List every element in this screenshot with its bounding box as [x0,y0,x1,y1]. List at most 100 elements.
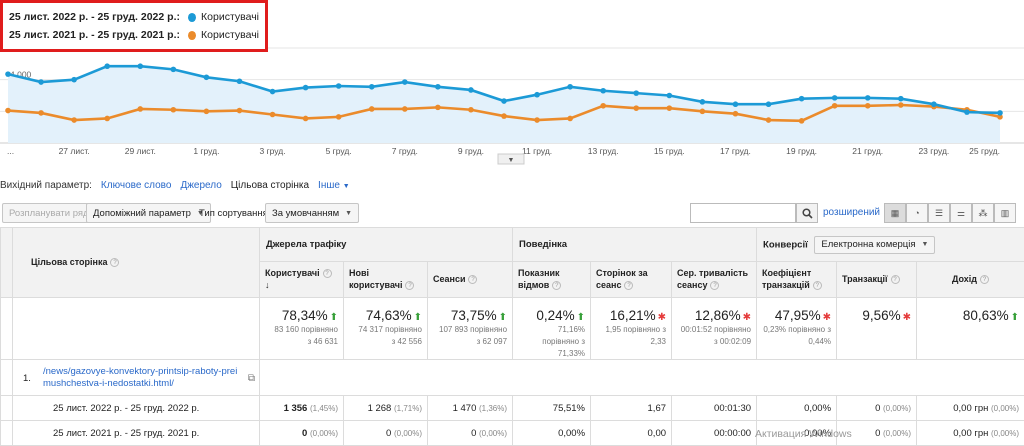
col-transaction-rate[interactable]: Коефіцієнт транзакцій? [757,262,837,298]
x-tick-label: 1 груд. [193,146,219,156]
arrow-up-icon: ⬆ [499,312,507,323]
previous-series-point [137,106,143,112]
current-series-point [799,96,805,102]
help-icon: ? [980,275,989,284]
arrow-down-icon: ✱ [903,312,911,323]
x-tick-label: 17 груд. [720,146,751,156]
col-avg-session-duration[interactable]: Сер. тривалість сеансу? [672,262,757,298]
current-series-point [567,84,573,90]
x-tick-label: 11 груд. [522,146,552,156]
tab-source[interactable]: Джерело [180,180,221,191]
performance-view-icon[interactable]: ☰ [928,203,950,223]
current-series-point [733,101,739,107]
table-search-input[interactable] [690,203,796,223]
x-tick-label: 13 груд. [588,146,619,156]
landing-page-header[interactable]: Цільова сторінка? [13,228,260,298]
legend-row-current: 25 лист. 2022 р. - 25 груд. 2022 р.: Кор… [9,8,259,26]
sort-type-dropdown[interactable]: За умовчанням▼ [265,203,359,223]
current-series-point [336,83,342,89]
x-tick-label: 3 груд. [259,146,285,156]
col-users[interactable]: Користувачі? ↓ [260,262,344,298]
tab-keyword[interactable]: Ключове слово [101,180,172,191]
landing-page-link[interactable]: /news/gazovye-konvektory-printsip-raboty… [43,366,243,390]
chevron-down-icon: ▼ [345,210,352,217]
current-series-point [104,63,110,69]
comparison-view-icon[interactable]: ⚌ [950,203,972,223]
previous-series-point [898,102,904,108]
sort-type-label: Тип сортування: [199,208,270,219]
current-series-point [501,98,507,104]
advanced-filter-link[interactable]: розширений [823,207,880,218]
pivot-view-icon[interactable]: ▥ [994,203,1016,223]
arrow-up-icon: ⬆ [414,312,422,323]
help-icon: ? [552,281,561,290]
table-view-icon[interactable]: ▦ [884,203,906,223]
col-sessions[interactable]: Сеанси? [428,262,513,298]
table-row-page: 1. /news/gazovye-konvektory-printsip-rab… [1,360,1024,396]
arrow-down-icon: ✱ [743,312,751,323]
help-icon: ? [405,281,414,290]
search-button[interactable] [796,203,818,223]
current-series-point [766,101,772,107]
chevron-down-icon: ▼ [508,157,515,164]
previous-series-point [667,105,673,111]
current-series-point [137,63,143,69]
conversion-type-dropdown[interactable]: Електронна комерція▼ [814,236,935,254]
arrow-up-icon: ⬆ [577,312,585,323]
arrow-down-icon: ✱ [823,312,831,323]
current-series-point [997,110,1003,116]
open-link-icon[interactable]: ⧉ [248,373,255,384]
tab-landing-page[interactable]: Цільова сторінка [231,180,309,191]
current-series-point [832,95,838,101]
previous-series-point [468,107,474,113]
previous-series-point [336,114,342,120]
current-series-point [204,74,210,80]
help-icon: ? [813,281,822,290]
current-series-point [600,88,606,94]
previous-series-point [799,118,805,124]
pie-view-icon[interactable]: ◔ [906,203,928,223]
previous-series-point [71,117,77,123]
total-revenue: 80,63%⬆ [917,298,1024,360]
primary-dimension-label: Вихідний параметр: [0,180,92,191]
previous-series-point [700,109,706,115]
x-tick-label: 29 лист. [125,146,156,156]
col-transactions[interactable]: Транзакції? [837,262,917,298]
previous-series-point [402,106,408,112]
col-new-users[interactable]: Нові користувачі? [344,262,428,298]
conversions-group: Конверсії Електронна комерція▼ [757,228,1024,262]
previous-series-point [733,111,739,117]
previous-series-point [567,116,573,122]
legend-range-previous: 25 лист. 2021 р. - 25 груд. 2021 р.: [9,29,180,41]
col-pages-per-session[interactable]: Сторінок за сеанс? [591,262,672,298]
primary-dimension-bar: Вихідний параметр: Ключове слово Джерело… [0,180,350,191]
arrow-up-icon: ⬆ [1011,312,1019,323]
col-revenue[interactable]: Дохід? [917,262,1024,298]
tab-other[interactable]: Інше ▼ [318,180,350,191]
previous-series-point [501,113,507,119]
previous-series-point [38,110,44,116]
col-bounce-rate[interactable]: Показник відмов? [513,262,591,298]
term-cloud-icon[interactable]: ⁂ [972,203,994,223]
help-icon: ? [323,269,332,278]
windows-activation-watermark: Активация Windows [755,428,852,440]
previous-series-point [766,117,772,123]
previous-series-point [171,107,177,113]
previous-series-point [534,117,540,123]
current-series-point [402,79,408,85]
x-tick-label: 25 груд. [969,146,1000,156]
secondary-dimension-dropdown[interactable]: Допоміжний параметр▼ [86,203,211,223]
traffic-sources-group: Джерела трафіку [260,228,513,262]
table-row-previous-period: 25 лист. 2021 р. - 25 груд. 2021 р. 0 (0… [1,421,1024,446]
previous-series-point [369,106,375,112]
help-icon: ? [468,275,477,284]
select-all-checkbox-cell[interactable] [1,228,13,298]
sort-desc-icon: ↓ [265,280,270,290]
current-series-point [964,109,970,115]
users-line-chart[interactable]: 6 0004 0002 000...27 лист.29 лист.1 груд… [0,40,1024,170]
legend-box: 25 лист. 2022 р. - 25 груд. 2022 р.: Кор… [0,0,268,52]
row-checkbox[interactable] [1,360,13,396]
